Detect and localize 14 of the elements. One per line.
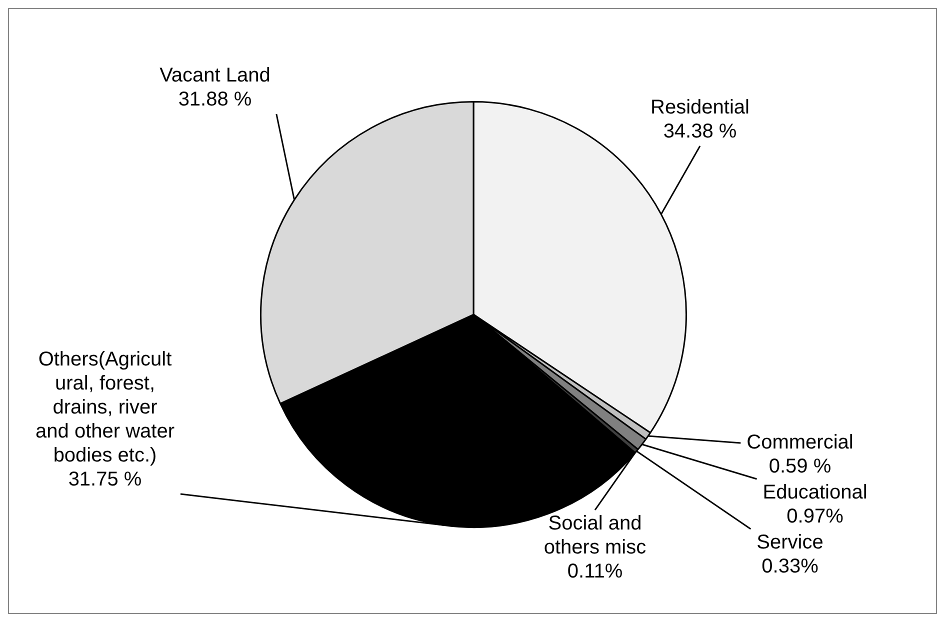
- slice-label: Others(Agricultural, forest, drains, river and other water bodies etc.): [36, 348, 175, 467]
- data-label: 31.88 %: [178, 88, 252, 111]
- data-label: 31.75 %: [68, 468, 142, 491]
- slice-label: Social and others misc: [544, 512, 646, 559]
- data-label: 0.33%: [762, 556, 819, 578]
- data-label: 0.59 %: [768, 456, 832, 478]
- data-label: 0.97%: [786, 506, 844, 528]
- data-label: 34.38 %: [663, 120, 737, 143]
- slice-label: Commercial: [746, 432, 854, 454]
- data-label: 0.11%: [567, 560, 623, 583]
- slice-label: Vacant Land: [160, 64, 270, 87]
- slice-label: Residential: [650, 96, 750, 119]
- slice-label: Service: [756, 532, 824, 554]
- slice-label: Educational: [762, 482, 868, 504]
